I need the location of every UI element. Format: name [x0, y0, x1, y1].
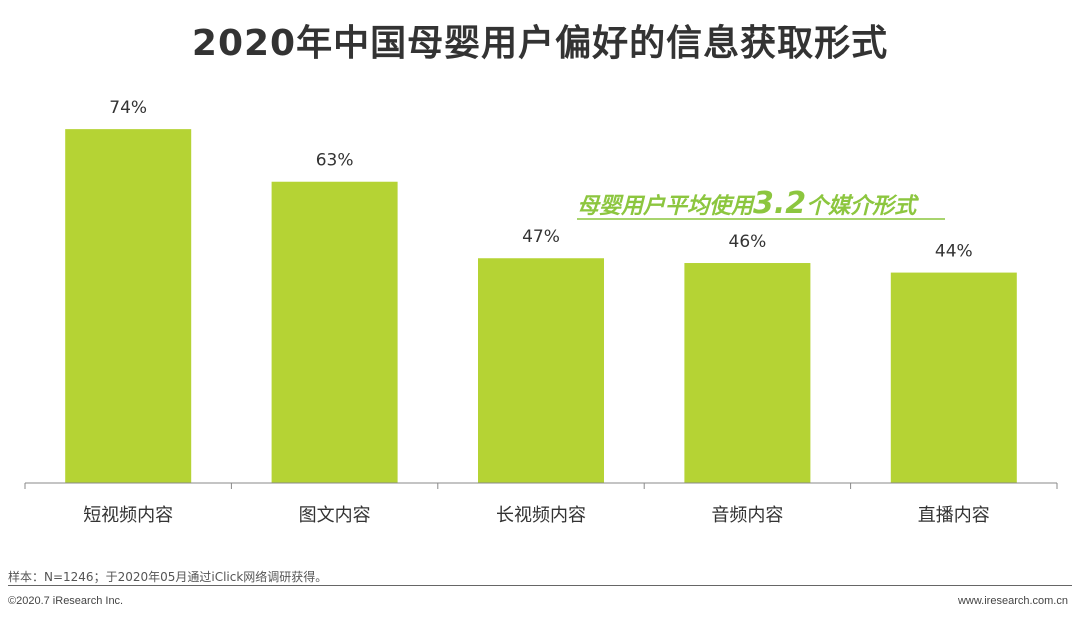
bar-5 [890, 272, 1017, 483]
x-axis-ticks [24, 483, 1058, 489]
callout-text: 母婴用户平均使用3.2个媒介形式 [577, 186, 919, 221]
callout-prefix: 母婴用户平均使用 [577, 193, 756, 219]
bar-chart: 74% 63% 47% 46% 44% 短视频内容 图文内容 长视频内容 音频内容 直播内容 母… [24, 98, 1058, 526]
bar-value-label: 63% [316, 151, 354, 171]
bar-value-label: 44% [935, 242, 973, 262]
chart-title: 2020年中国母婴用户偏好的信息获取形式 [191, 23, 889, 64]
bar-2 [271, 181, 398, 483]
callout-suffix: 个媒介形式 [806, 193, 919, 219]
bar-1 [65, 129, 192, 483]
sample-note: 样本：N=1246；于2020年05月通过iClick网络调研获得。 [8, 570, 328, 584]
bar-value-label: 47% [522, 227, 560, 247]
category-label: 音频内容 [711, 505, 783, 526]
copyright-text: ©2020.7 iResearch Inc. [8, 595, 124, 607]
category-label: 图文内容 [299, 505, 371, 526]
category-label: 直播内容 [918, 505, 990, 526]
website-link[interactable]: www.iresearch.com.cn [957, 595, 1068, 607]
category-labels-group: 短视频内容 图文内容 长视频内容 音频内容 直播内容 [83, 505, 990, 526]
category-label: 短视频内容 [83, 505, 173, 526]
callout-number: 3.2 [753, 186, 806, 221]
value-labels-group: 74% 63% 47% 46% 44% [109, 98, 972, 261]
footer-divider [8, 585, 1072, 586]
bars-group [65, 129, 1017, 483]
bar-value-label: 74% [109, 98, 147, 118]
category-label: 长视频内容 [496, 505, 586, 526]
bar-value-label: 46% [729, 232, 767, 252]
bar-4 [684, 263, 811, 483]
bar-3 [478, 258, 604, 483]
